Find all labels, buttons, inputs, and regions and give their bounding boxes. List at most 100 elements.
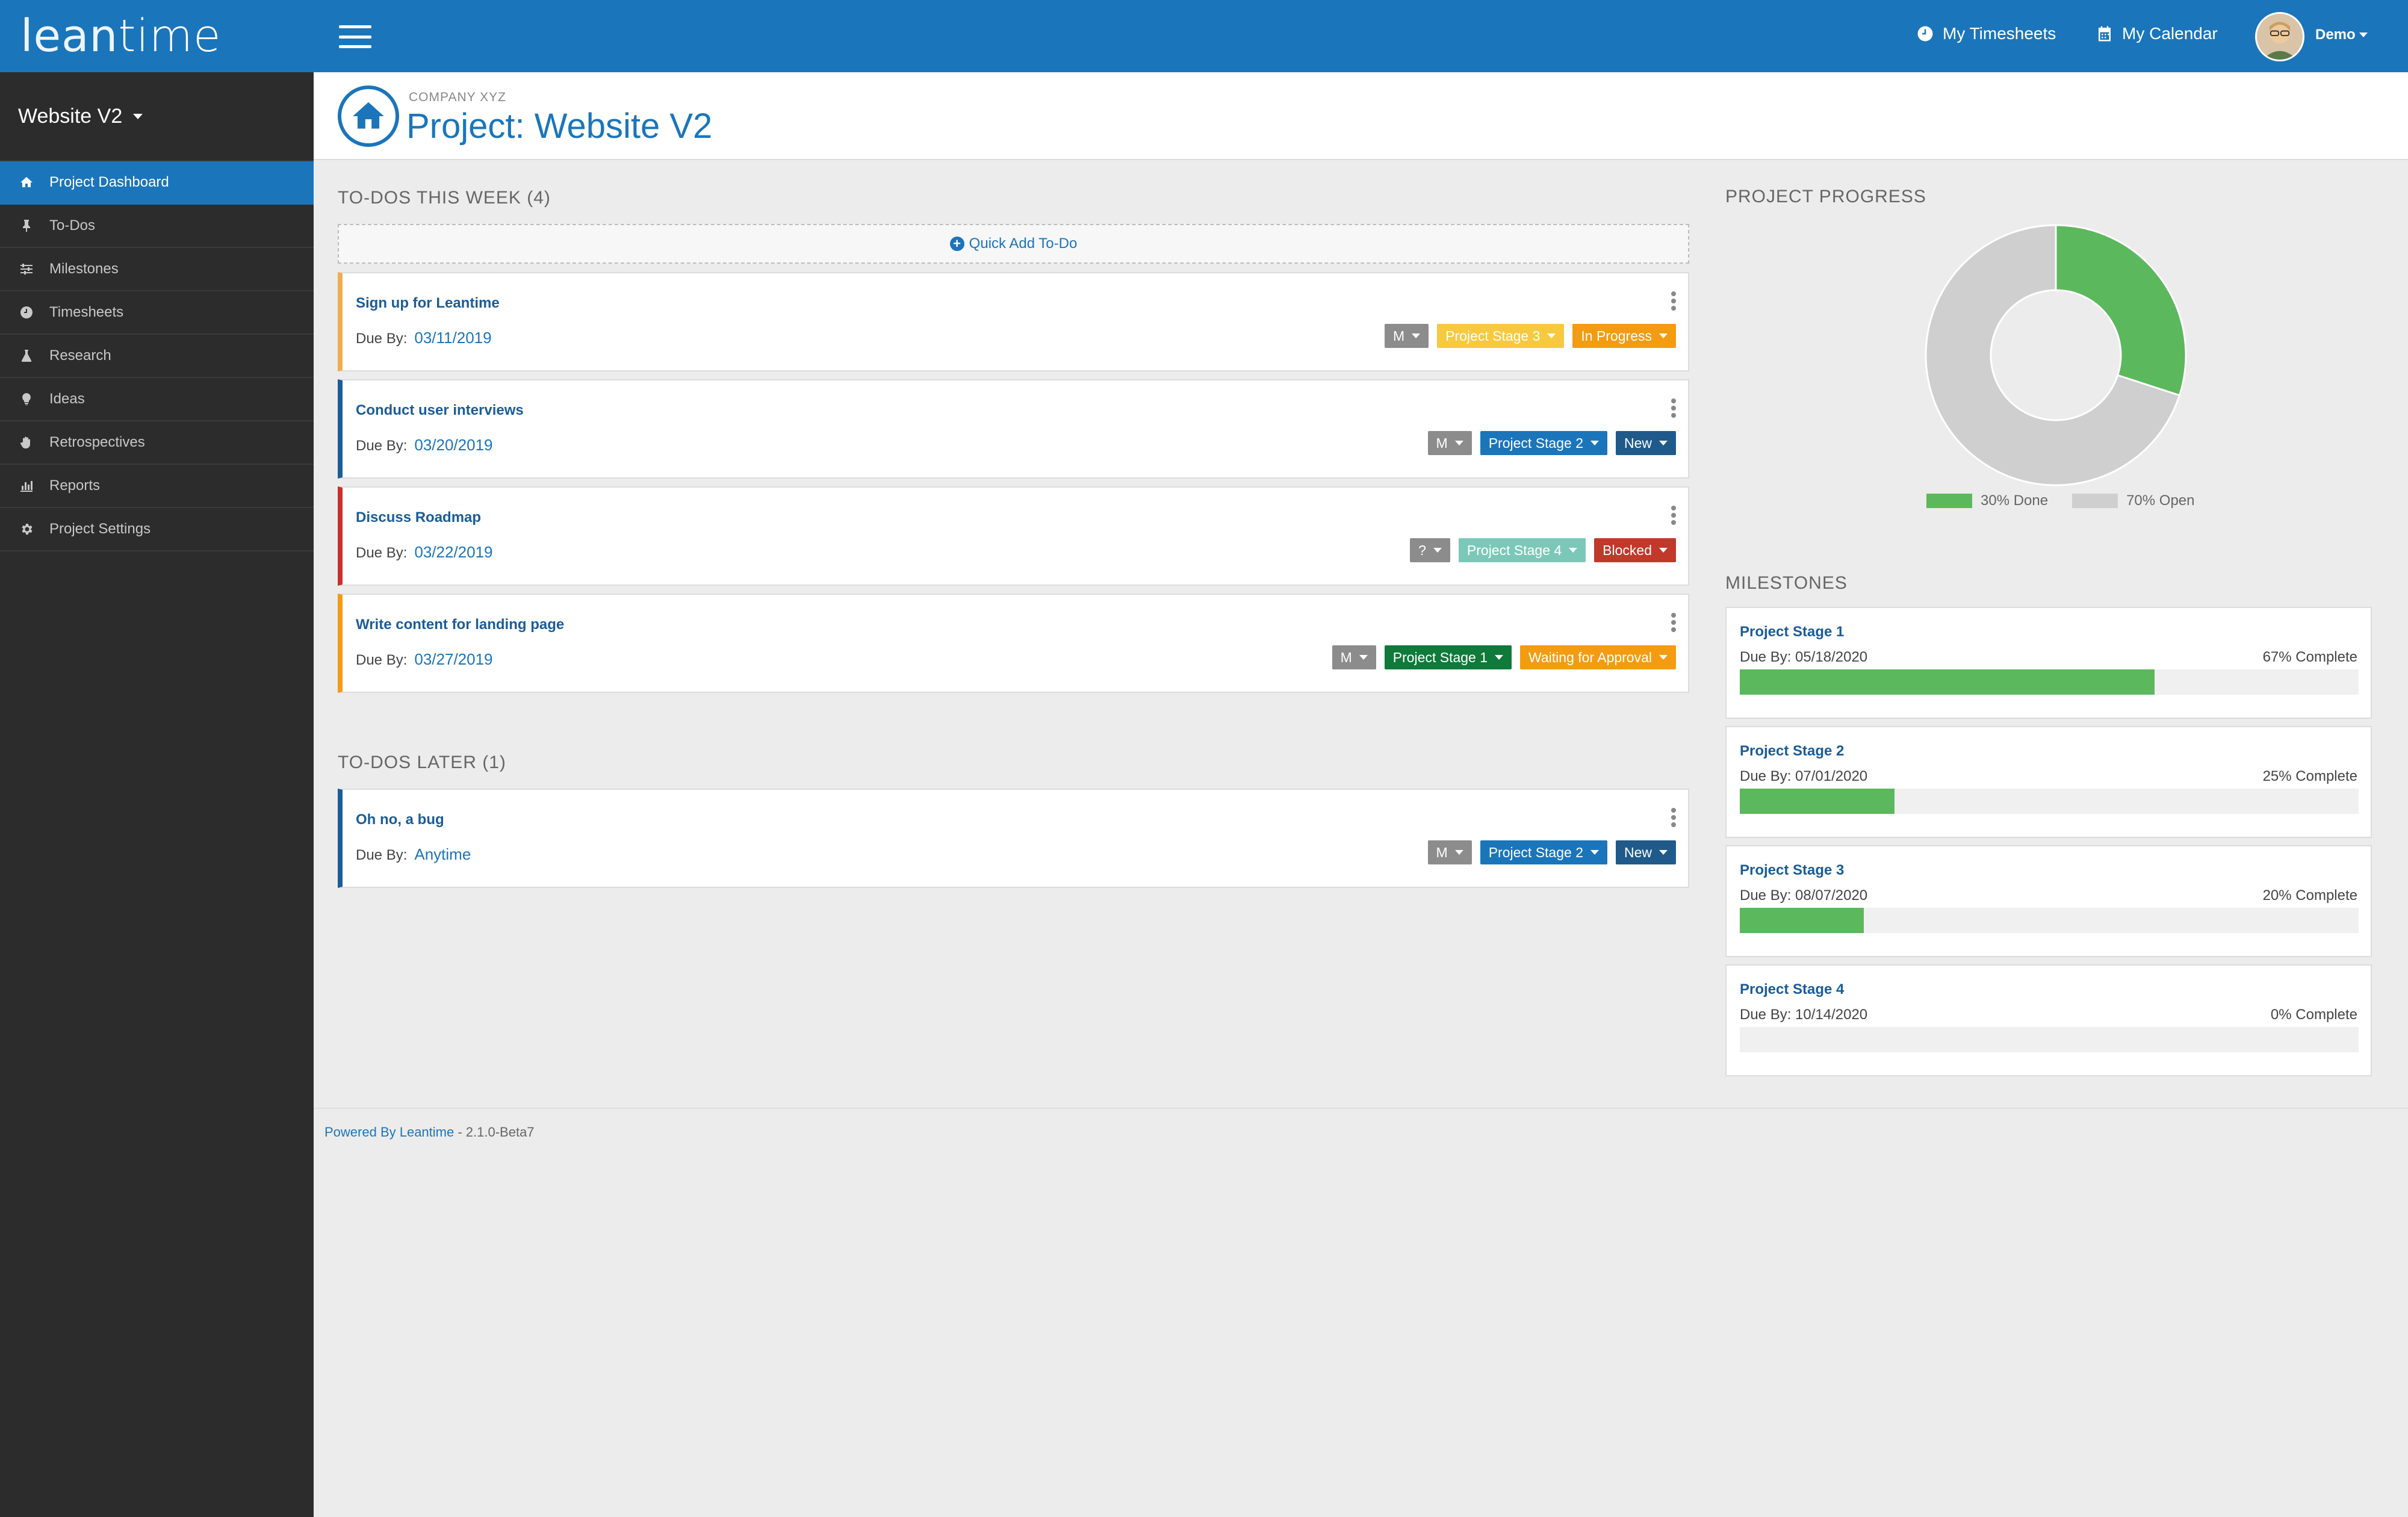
todo-badges: ? Project Stage 4 Blocked	[1410, 538, 1676, 562]
thumbtack-icon	[18, 217, 35, 234]
donut-slice-done	[2055, 224, 2187, 397]
milestone-due: Due By: 10/14/2020	[1740, 1007, 1868, 1023]
my-calendar-link[interactable]: My Calendar	[2096, 24, 2218, 43]
user-menu[interactable]: Demo	[2315, 26, 2368, 43]
todo-title[interactable]: Oh no, a bug	[356, 811, 444, 828]
milestone-name[interactable]: Project Stage 3	[1740, 862, 1845, 878]
milestone-dropdown[interactable]: Project Stage 2	[1480, 840, 1607, 864]
milestone-name[interactable]: Project Stage 2	[1740, 743, 1845, 759]
sidebar-item-retrospectives[interactable]: Retrospectives	[0, 421, 314, 465]
page-header: COMPANY XYZ Project: Website V2	[314, 72, 2408, 160]
todo-title[interactable]: Discuss Roadmap	[356, 509, 482, 526]
sidebar-item-label: Research	[49, 347, 111, 364]
chevron-down-icon	[1590, 850, 1599, 855]
more-options-icon[interactable]	[1671, 399, 1676, 418]
milestone-progress-bar	[1740, 908, 2359, 933]
todo-title[interactable]: Conduct user interviews	[356, 402, 524, 418]
sidebar-item-label: To-Dos	[49, 217, 96, 234]
milestone-progress-bar	[1740, 669, 2359, 695]
lightbulb-icon	[18, 391, 35, 408]
todo-badges: M Project Stage 3 In Progress	[1384, 324, 1676, 348]
status-dropdown[interactable]: New	[1615, 840, 1676, 864]
sidebar-item-project-dashboard[interactable]: Project Dashboard	[0, 161, 314, 205]
chevron-down-icon	[1659, 548, 1668, 553]
status-dropdown[interactable]: In Progress	[1572, 324, 1676, 348]
legend-done-label: 30% Done	[1981, 492, 2049, 509]
sidebar-item-timesheets[interactable]: Timesheets	[0, 291, 314, 335]
my-timesheets-link[interactable]: My Timesheets	[1916, 24, 2056, 43]
milestone-due: Due By: 07/01/2020	[1740, 768, 1868, 784]
menu-toggle-icon[interactable]	[339, 25, 371, 48]
assignee-dropdown[interactable]: M	[1384, 324, 1429, 348]
todo-title[interactable]: Sign up for Leantime	[356, 295, 500, 311]
sidebar-item-milestones[interactable]: Milestones	[0, 248, 314, 291]
project-selector-label: Website V2	[18, 104, 123, 128]
todos-later-heading: TO-DOS LATER (1)	[338, 752, 506, 772]
assignee-dropdown[interactable]: M	[1427, 840, 1472, 864]
chevron-down-icon	[1569, 548, 1578, 553]
todo-due-date[interactable]: 03/20/2019	[414, 436, 493, 454]
status-dropdown[interactable]: Waiting for Approval	[1520, 645, 1676, 669]
sidebar-item-label: Project Dashboard	[49, 174, 169, 190]
gear-icon	[18, 521, 35, 538]
legend-open-swatch	[2072, 494, 2118, 508]
avatar[interactable]	[2255, 12, 2304, 61]
calendar-icon	[2099, 26, 2111, 42]
chevron-down-icon	[1659, 441, 1668, 445]
todo-card[interactable]: Oh no, a bug Due By: Anytime M Project Stage…	[338, 789, 1689, 888]
sidebar-item-label: Retrospectives	[49, 434, 145, 450]
milestone-dropdown[interactable]: Project Stage 1	[1384, 645, 1512, 669]
sidebar-item-to-dos[interactable]: To-Dos	[0, 205, 314, 248]
milestone-progress-bar	[1740, 789, 2359, 814]
status-dropdown[interactable]: New	[1615, 431, 1676, 455]
more-options-icon[interactable]	[1671, 506, 1676, 525]
user-photo-icon	[2257, 14, 2303, 60]
milestone-due: Due By: 05/18/2020	[1740, 649, 1868, 665]
todo-card[interactable]: Sign up for Leantime Due By: 03/11/2019 M Pr…	[338, 272, 1689, 371]
milestone-dropdown[interactable]: Project Stage 3	[1437, 324, 1565, 348]
more-options-icon[interactable]	[1671, 291, 1676, 311]
todo-due: Due By: 03/20/2019	[356, 436, 493, 454]
todo-due: Due By: 03/11/2019	[356, 329, 492, 347]
todo-card[interactable]: Write content for landing page Due By: 03/…	[338, 594, 1689, 693]
todo-title[interactable]: Write content for landing page	[356, 616, 565, 633]
chevron-down-icon	[1454, 850, 1463, 855]
home-icon	[338, 85, 399, 147]
milestone-name[interactable]: Project Stage 1	[1740, 624, 1845, 640]
milestone-percent: 67% Complete	[2262, 649, 2357, 665]
todo-due-date[interactable]: 03/11/2019	[414, 329, 492, 347]
more-options-icon[interactable]	[1671, 613, 1676, 632]
logo[interactable]: leantime	[20, 10, 222, 62]
sidebar: leantime Website V2 Project Dashboard To-…	[0, 0, 314, 1517]
todo-card[interactable]: Conduct user interviews Due By: 03/20/2019…	[338, 379, 1689, 479]
project-selector[interactable]: Website V2	[0, 72, 314, 161]
todo-due-date[interactable]: Anytime	[414, 845, 471, 863]
milestone-progress-bar	[1740, 1027, 2359, 1052]
clock-icon	[18, 304, 35, 321]
milestone-dropdown[interactable]: Project Stage 2	[1480, 431, 1607, 455]
milestone-card: Project Stage 2 Due By: 07/01/2020 25% Com…	[1725, 726, 2372, 838]
sidebar-item-project-settings[interactable]: Project Settings	[0, 508, 314, 551]
sidebar-item-reports[interactable]: Reports	[0, 465, 314, 508]
todo-card[interactable]: Discuss Roadmap Due By: 03/22/2019? Project…	[338, 486, 1689, 586]
sidebar-item-research[interactable]: Research	[0, 335, 314, 378]
assignee-dropdown[interactable]: M	[1427, 431, 1472, 455]
milestone-dropdown[interactable]: Project Stage 4	[1458, 538, 1586, 562]
quick-add-todo-button[interactable]: + Quick Add To-Do	[338, 224, 1689, 264]
milestone-percent: 20% Complete	[2262, 887, 2357, 904]
more-options-icon[interactable]	[1671, 808, 1676, 827]
status-dropdown[interactable]: Blocked	[1594, 538, 1676, 562]
powered-by-link[interactable]: Powered By Leantime	[324, 1125, 455, 1140]
milestone-percent: 0% Complete	[2270, 1007, 2357, 1023]
flask-icon	[18, 347, 35, 364]
topbar: My Timesheets My Calendar Demo	[314, 0, 2408, 72]
clock-icon	[1917, 26, 1933, 42]
assignee-dropdown[interactable]: ?	[1410, 538, 1450, 562]
assignee-dropdown[interactable]: M	[1332, 645, 1376, 669]
todo-due-date[interactable]: 03/27/2019	[414, 650, 493, 668]
todo-due-date[interactable]: 03/22/2019	[414, 543, 493, 561]
sidebar-item-ideas[interactable]: Ideas	[0, 378, 314, 421]
milestone-name[interactable]: Project Stage 4	[1740, 981, 1845, 997]
milestone-progress-fill	[1740, 669, 2155, 695]
chevron-down-icon	[1659, 850, 1668, 855]
